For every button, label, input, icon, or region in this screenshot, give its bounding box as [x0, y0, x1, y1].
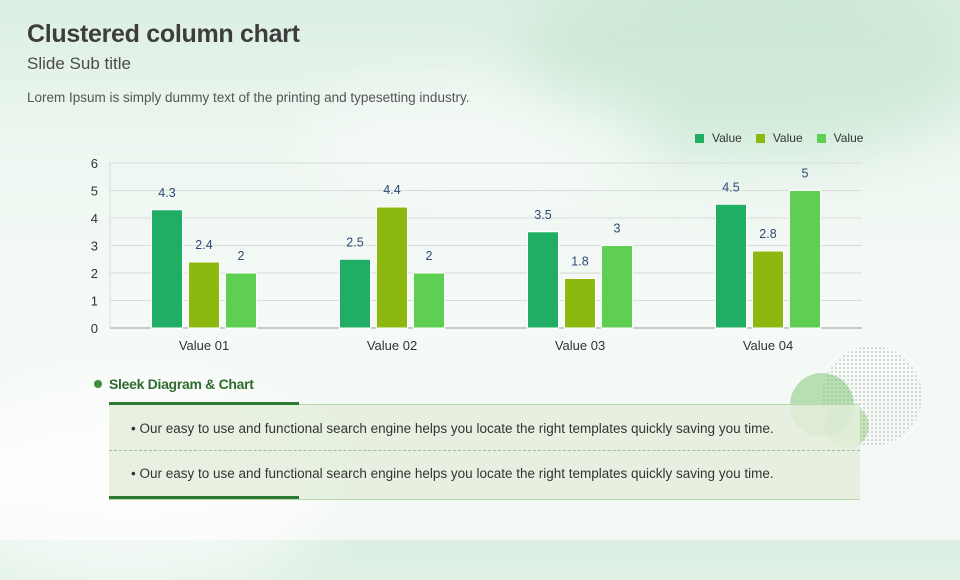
legend-swatch-1	[695, 133, 704, 143]
x-tick-label: Value 02	[367, 338, 417, 353]
bar	[376, 206, 408, 329]
y-tick-label: 6	[91, 156, 98, 171]
data-label: 4.3	[158, 186, 175, 200]
panel-accent-bottom	[109, 496, 299, 499]
bullet-item-1: • Our easy to use and functional search …	[131, 421, 774, 436]
panel-accent-top	[109, 402, 299, 405]
legend-item-1: Value	[695, 131, 742, 145]
leaf-icon	[94, 380, 102, 388]
bar	[715, 203, 747, 329]
y-tick-label: 5	[91, 184, 98, 199]
bar	[789, 190, 821, 329]
bullet-panel: • Our easy to use and functional search …	[109, 404, 860, 500]
legend-swatch-3	[816, 133, 826, 143]
section-title-text: Sleek Diagram & Chart	[109, 376, 254, 392]
section-title: Sleek Diagram & Chart	[94, 376, 254, 392]
bar	[564, 278, 596, 329]
legend-swatch-2	[755, 133, 765, 143]
chart-legend: Value Value Value	[695, 131, 877, 145]
y-tick-label: 4	[91, 211, 98, 226]
data-label: 3.5	[534, 208, 551, 222]
x-tick-label: Value 03	[555, 338, 605, 353]
data-label: 4.4	[383, 183, 400, 197]
x-tick-label: Value 01	[179, 338, 229, 353]
legend-label-3: Value	[833, 131, 864, 145]
x-tick-label: Value 04	[743, 338, 793, 353]
y-tick-label: 1	[91, 294, 98, 309]
y-tick-label: 3	[91, 239, 98, 254]
bar	[225, 272, 257, 329]
data-label: 5	[802, 167, 809, 181]
bullet-item-2: • Our easy to use and functional search …	[131, 466, 774, 481]
data-label: 2.8	[759, 227, 776, 241]
bar	[601, 245, 633, 329]
bar	[527, 231, 559, 329]
data-label: 2.5	[346, 235, 363, 249]
data-label: 2	[426, 249, 433, 263]
bar	[151, 209, 183, 329]
legend-label-1: Value	[712, 131, 742, 145]
data-label: 2.4	[195, 238, 212, 252]
legend-item-2: Value	[755, 131, 803, 145]
panel-divider	[109, 450, 860, 451]
data-label: 3	[614, 222, 621, 236]
bar	[188, 261, 220, 329]
bar	[413, 272, 445, 329]
legend-label-2: Value	[772, 131, 803, 145]
y-tick-label: 0	[91, 321, 98, 336]
data-label: 2	[238, 249, 245, 263]
data-label: 1.8	[571, 255, 588, 269]
slide-subtitle: Slide Sub title	[27, 54, 131, 73]
slide-title: Clustered column chart	[27, 20, 300, 48]
data-label: 4.5	[722, 180, 739, 194]
slide-description: Lorem Ipsum is simply dummy text of the …	[27, 90, 470, 105]
legend-item-3: Value	[816, 131, 864, 145]
clustered-column-chart: 0 1 2 3 4 5 6 4.3 2.4 2 Value 01 2.5 4.4 2 Value 02 3.5…	[91, 156, 862, 353]
y-tick-label: 2	[91, 266, 98, 281]
bar	[339, 258, 371, 329]
bar	[752, 250, 784, 329]
